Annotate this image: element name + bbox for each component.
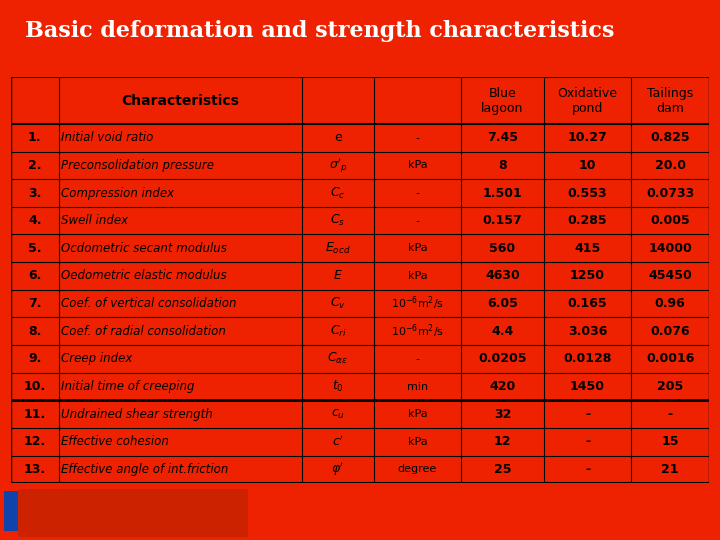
Text: 4.: 4. (28, 214, 42, 227)
Text: 21: 21 (662, 463, 679, 476)
Text: $c_u$: $c_u$ (331, 408, 345, 421)
Text: degree: degree (398, 464, 437, 475)
Text: $C_s$: $C_s$ (330, 213, 346, 228)
Text: $E$: $E$ (333, 269, 343, 282)
Text: $C_{\alpha\varepsilon}$: $C_{\alpha\varepsilon}$ (328, 352, 348, 367)
Text: $10^{-6}$m$^2$/s: $10^{-6}$m$^2$/s (391, 322, 444, 340)
Text: 12: 12 (494, 435, 511, 448)
Text: 8: 8 (498, 159, 507, 172)
Text: e: e (334, 131, 342, 144)
Text: -: - (585, 463, 590, 476)
Text: 420: 420 (490, 380, 516, 393)
Text: 12.: 12. (24, 435, 46, 448)
Text: -: - (415, 215, 420, 226)
Text: Ocdometric secant modulus: Ocdometric secant modulus (61, 242, 228, 255)
Text: Basic deformation and strength characteristics: Basic deformation and strength character… (24, 20, 614, 42)
Text: $10^{-6}$m$^2$/s: $10^{-6}$m$^2$/s (391, 295, 444, 313)
Text: 0.076: 0.076 (650, 325, 690, 338)
Text: Tailings
dam: Tailings dam (647, 86, 693, 114)
Text: -: - (585, 435, 590, 448)
Text: $C_{ri}$: $C_{ri}$ (330, 323, 346, 339)
Text: 0.0128: 0.0128 (563, 353, 611, 366)
Text: kPa: kPa (408, 437, 427, 447)
Text: 0.005: 0.005 (650, 214, 690, 227)
Text: 4630: 4630 (485, 269, 520, 282)
Text: Coef. of vertical consolidation: Coef. of vertical consolidation (61, 297, 237, 310)
Text: 10.: 10. (24, 380, 46, 393)
Text: 1250: 1250 (570, 269, 605, 282)
Text: 0.285: 0.285 (567, 214, 607, 227)
Text: 205: 205 (657, 380, 683, 393)
Text: Blue
lagoon: Blue lagoon (481, 86, 523, 114)
Text: Undrained shear strength: Undrained shear strength (61, 408, 213, 421)
Text: 45450: 45450 (648, 269, 692, 282)
Text: $\varphi'$: $\varphi'$ (331, 461, 344, 478)
Text: 8.: 8. (28, 325, 41, 338)
Text: 10: 10 (579, 159, 596, 172)
Text: 0.0205: 0.0205 (478, 353, 527, 366)
Text: 0.0016: 0.0016 (646, 353, 694, 366)
Text: $\sigma'_p$: $\sigma'_p$ (329, 156, 347, 174)
Text: 560: 560 (490, 242, 516, 255)
Text: kPa: kPa (408, 160, 427, 171)
Text: 7.: 7. (28, 297, 42, 310)
Text: Oedometric elastic modulus: Oedometric elastic modulus (61, 269, 227, 282)
Text: Preconsolidation pressure: Preconsolidation pressure (61, 159, 215, 172)
Text: 11.: 11. (24, 408, 46, 421)
Text: -: - (415, 188, 420, 198)
Text: $t_0$: $t_0$ (332, 379, 344, 394)
Bar (18, 489, 248, 537)
Text: -: - (415, 354, 420, 364)
Text: Compression index: Compression index (61, 186, 174, 200)
Text: 32: 32 (494, 408, 511, 421)
Bar (4, 491, 65, 531)
Text: kPa: kPa (408, 409, 427, 419)
Text: Swell index: Swell index (61, 214, 128, 227)
Text: $c'$: $c'$ (332, 435, 344, 449)
Text: 0.553: 0.553 (567, 186, 607, 200)
Text: Effective angle of int.friction: Effective angle of int.friction (61, 463, 229, 476)
Text: 15: 15 (662, 435, 679, 448)
Text: 5.: 5. (28, 242, 42, 255)
Text: 3.036: 3.036 (568, 325, 607, 338)
Text: Coef. of radial consolidation: Coef. of radial consolidation (61, 325, 226, 338)
Text: 0.157: 0.157 (482, 214, 522, 227)
Text: 1450: 1450 (570, 380, 605, 393)
Text: 1.: 1. (28, 131, 42, 144)
Text: -: - (667, 408, 672, 421)
Text: 20.0: 20.0 (654, 159, 685, 172)
Text: 6.: 6. (28, 269, 41, 282)
Text: 25: 25 (494, 463, 511, 476)
Text: kPa: kPa (408, 244, 427, 253)
Text: 13.: 13. (24, 463, 46, 476)
Text: $C_v$: $C_v$ (330, 296, 346, 311)
Text: 2.: 2. (28, 159, 42, 172)
Text: 1.501: 1.501 (482, 186, 522, 200)
Text: 0.96: 0.96 (654, 297, 685, 310)
Text: $E_{ocd}$: $E_{ocd}$ (325, 241, 351, 256)
Text: Oxidative
pond: Oxidative pond (557, 86, 618, 114)
Text: 14000: 14000 (648, 242, 692, 255)
Text: 0.0733: 0.0733 (646, 186, 694, 200)
Text: Initial void ratio: Initial void ratio (61, 131, 154, 144)
Text: Characteristics: Characteristics (122, 93, 239, 107)
Text: 7.45: 7.45 (487, 131, 518, 144)
Text: 10.27: 10.27 (567, 131, 607, 144)
Text: min: min (407, 382, 428, 392)
Text: -: - (585, 408, 590, 421)
Text: kPa: kPa (408, 271, 427, 281)
Text: 3.: 3. (28, 186, 41, 200)
Text: $C_c$: $C_c$ (330, 185, 346, 200)
Text: Effective cohesion: Effective cohesion (61, 435, 169, 448)
Text: Initial time of creeping: Initial time of creeping (61, 380, 195, 393)
Text: 0.165: 0.165 (567, 297, 607, 310)
Text: -: - (415, 133, 420, 143)
Text: 9.: 9. (28, 353, 41, 366)
Text: 6.05: 6.05 (487, 297, 518, 310)
Text: 4.4: 4.4 (491, 325, 513, 338)
Text: 415: 415 (575, 242, 600, 255)
Text: Creep index: Creep index (61, 353, 132, 366)
Text: 0.825: 0.825 (650, 131, 690, 144)
